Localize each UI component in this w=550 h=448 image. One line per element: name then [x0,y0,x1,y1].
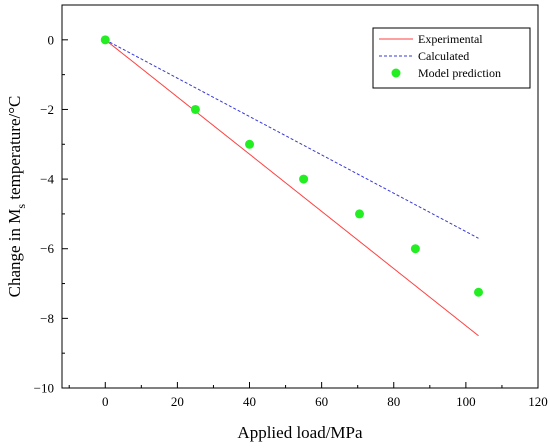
x-tick-label: 100 [456,394,476,409]
model-prediction-point [355,209,364,219]
y-axis-title-main: Change in M [5,209,24,298]
y-tick-labels: 0 −2 −4 −6 −8 −10 [34,32,55,395]
series-layer [100,35,483,337]
legend-box [372,27,531,89]
model-prediction-point [100,35,110,45]
y-axis-title: Change in Ms temperature/°C [5,96,28,298]
calculated-line [105,39,479,239]
y-tick-label: −6 [40,241,54,256]
legend-experimental-label: Experimental [418,32,483,46]
x-tick-label: 20 [171,394,184,409]
y-axis-title-rest: temperature/°C [5,96,24,204]
minor-ticks [62,4,503,388]
experimental-line [104,39,479,337]
y-tick-label: −2 [40,102,54,117]
x-tick-label: 40 [243,394,256,409]
x-axis-title: Applied load/MPa [237,423,363,442]
plot-frame [61,4,539,389]
legend-calculated-label: Calculated [418,49,469,63]
model-prediction-point [190,104,200,114]
legend-model-prediction-label: Model prediction [418,66,501,80]
x-tick-label: 0 [102,394,109,409]
model-prediction-point [299,174,309,184]
x-tick-labels: 0 20 40 60 80 100 120 [102,394,548,409]
major-ticks [62,39,539,389]
model-prediction-point [474,287,483,297]
x-tick-label: 120 [528,394,548,409]
model-prediction-point [245,139,255,149]
legend-model-prediction-swatch [391,68,401,78]
y-tick-label: −8 [40,311,54,326]
y-tick-label: 0 [48,32,55,47]
y-tick-label: −10 [34,381,54,396]
model-prediction-point [410,244,420,254]
legend: Experimental Calculated Model prediction [372,27,531,89]
y-axis-title-subscript: s [14,204,28,209]
x-tick-label: 80 [387,394,400,409]
y-tick-label: −4 [40,172,54,187]
x-tick-label: 60 [315,394,328,409]
